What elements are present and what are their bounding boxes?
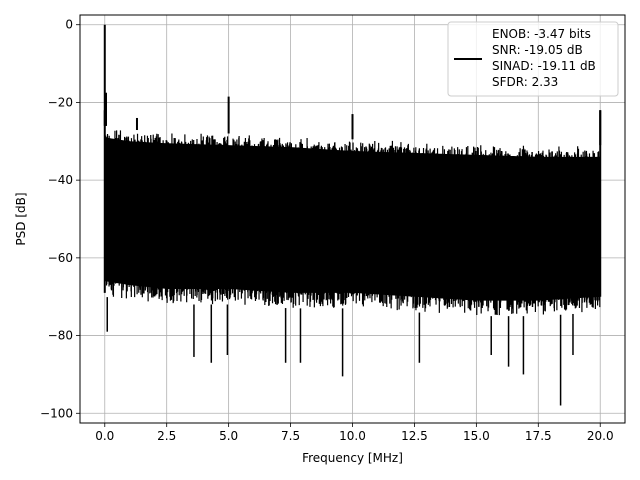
x-tick-label: 15.0	[463, 429, 490, 443]
y-axis-label: PSD [dB]	[14, 192, 28, 245]
legend-entry-sfdr: SFDR: 2.33	[492, 75, 558, 89]
x-tick-label: 20.0	[587, 429, 614, 443]
y-tick-label: −20	[48, 95, 73, 109]
x-tick-label: 7.5	[281, 429, 300, 443]
legend: ENOB: -3.47 bits SNR: -19.05 dB SINAD: -…	[447, 21, 619, 97]
x-tick-label: 12.5	[401, 429, 428, 443]
psd-noise-band	[104, 137, 601, 301]
x-axis-label: Frequency [MHz]	[302, 451, 403, 465]
x-tick-label: 17.5	[525, 429, 552, 443]
legend-entry-snr: SNR: -19.05 dB	[492, 43, 583, 57]
legend-entry-enob: ENOB: -3.47 bits	[492, 27, 591, 41]
x-tick-label: 2.5	[157, 429, 176, 443]
y-tick-label: −100	[40, 406, 73, 420]
x-tick-label: 0.0	[95, 429, 114, 443]
y-tick-label: 0	[65, 18, 73, 32]
legend-entry-sinad: SINAD: -19.11 dB	[492, 59, 596, 73]
y-tick-label: −80	[48, 329, 73, 343]
legend-box	[447, 21, 619, 97]
ticks: 0.0 2.5 5.0 7.5 10.0 12.5 15.0 17.5 20.0 0 −20 −40 −…	[40, 18, 614, 443]
x-tick-label: 10.0	[339, 429, 366, 443]
series-layer	[103, 24, 602, 406]
y-tick-label: −40	[48, 173, 73, 187]
x-tick-label: 5.0	[219, 429, 238, 443]
y-tick-label: −60	[48, 251, 73, 265]
